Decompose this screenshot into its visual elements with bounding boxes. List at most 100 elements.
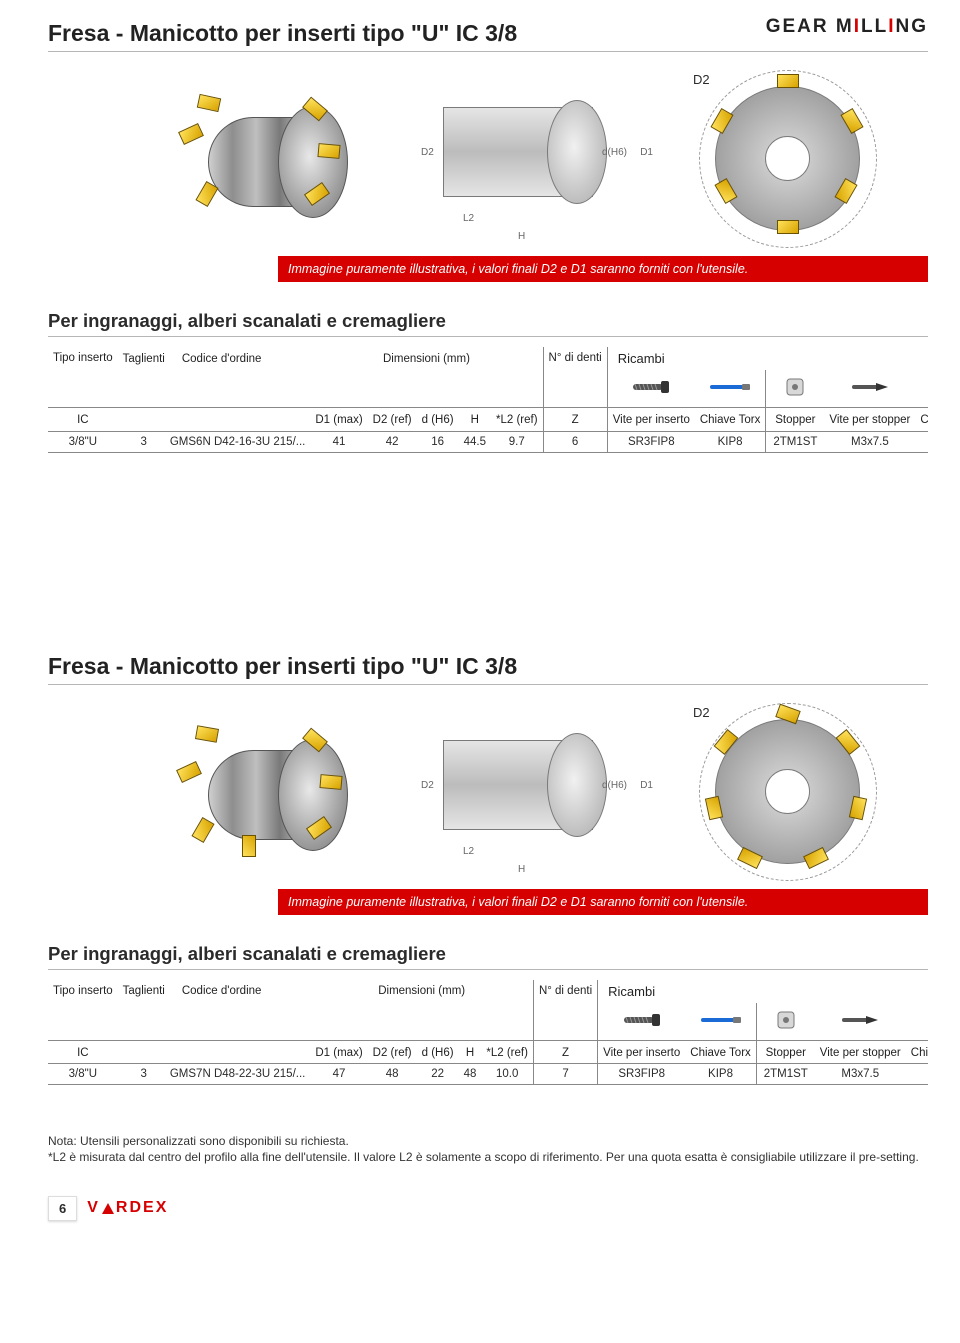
th-codice: Codice d'ordine	[170, 980, 311, 1003]
cell-dh6: 22	[417, 1064, 459, 1085]
th-ndenti: N° di denti	[543, 347, 607, 370]
product-title-1: Fresa - Manicotto per inserti tipo "U" I…	[48, 20, 766, 47]
rule	[48, 969, 928, 970]
section-title: Per ingranaggi, alberi scanalati e crema…	[48, 310, 446, 332]
th-vite-stopper: Vite per stopper	[824, 408, 915, 432]
note-line-2: *L2 è misurata dal centro del profilo al…	[48, 1149, 928, 1165]
thumb-screw-icon	[618, 1007, 666, 1033]
thumb-screw-icon	[627, 374, 675, 400]
th-stopper: Stopper	[756, 1040, 815, 1064]
section-title: Per ingranaggi, alberi scanalati e crema…	[48, 943, 446, 965]
cell-chiave-stop: KIP8	[915, 431, 928, 452]
th-d1: D1 (max)	[310, 1040, 367, 1064]
thumb-torx-icon	[706, 374, 754, 400]
th-vite-inserto: Vite per inserto	[607, 408, 695, 432]
cell-stopper: 2TM1ST	[756, 1064, 815, 1085]
cell-torx: KIP8	[685, 1064, 756, 1085]
cell-l2: 9.7	[491, 431, 543, 452]
cell-stopper: 2TM1ST	[766, 431, 825, 452]
th-tipo-inserto: Tipo inserto	[48, 347, 118, 370]
th-chiave-stopper: Chiave per stopper	[906, 1040, 928, 1064]
cell-h: 48	[459, 1064, 482, 1085]
th-codice: Codice d'ordine	[170, 347, 311, 370]
dim-label-h: H	[518, 231, 525, 242]
th-h: H	[459, 1040, 482, 1064]
th-stopper: Stopper	[766, 408, 825, 432]
th-d1: D1 (max)	[310, 408, 367, 432]
dim-label-d1: D1	[640, 147, 653, 158]
note-line-1: Nota: Utensili personalizzati sono dispo…	[48, 1133, 928, 1149]
th-vite-stopper: Vite per stopper	[815, 1040, 906, 1064]
cell-vite-ins: SR3FIP8	[598, 1064, 686, 1085]
cell-d2: 42	[368, 431, 417, 452]
dim-label-l2: L2	[463, 213, 474, 224]
rule	[48, 336, 928, 337]
cell-vite-stop: M3x7.5	[824, 431, 915, 452]
figure-row-1: D2 d(H6) D1 L2 H D2	[48, 62, 928, 248]
th-dh6: d (H6)	[417, 408, 459, 432]
cell-taglienti: 3	[118, 431, 170, 452]
thumb-stopper-icon	[762, 1007, 810, 1033]
dim-label-h: H	[518, 864, 525, 875]
th-z: Z	[533, 1040, 597, 1064]
footnotes: Nota: Utensili personalizzati sono dispo…	[48, 1133, 928, 1165]
dim-label-dh6: d(H6)	[602, 780, 627, 791]
cell-torx: KIP8	[695, 431, 766, 452]
footer-brand-logo: VRDEX	[87, 1199, 168, 1217]
th-ricambi: Ricambi	[607, 347, 928, 370]
product-title-2: Fresa - Manicotto per inserti tipo "U" I…	[48, 653, 928, 680]
side-schematic: D2 d(H6) D1 L2 H	[403, 72, 663, 242]
cell-chiave-stop: KIP8	[906, 1064, 928, 1085]
cutter-3d-render	[153, 710, 373, 870]
th-ndenti: N° di denti	[533, 980, 597, 1003]
cell-z: 7	[533, 1064, 597, 1085]
th-ricambi: Ricambi	[598, 980, 928, 1003]
brand-header: GEAR MiLLiNG	[766, 16, 928, 38]
cell-dh6: 16	[417, 431, 459, 452]
page-number: 6	[48, 1196, 77, 1221]
front-schematic: D2	[693, 705, 883, 875]
cell-l2: 10.0	[481, 1064, 533, 1085]
cutter-3d-render	[153, 77, 373, 237]
th-d2: D2 (ref)	[368, 1040, 417, 1064]
cell-d1: 41	[310, 431, 367, 452]
figure-caption: Immagine puramente illustrativa, i valor…	[278, 889, 928, 915]
cell-vite-ins: SR3FIP8	[607, 431, 695, 452]
th-vite-inserto: Vite per inserto	[598, 1040, 686, 1064]
cell-d1: 47	[310, 1064, 367, 1085]
th-l2: *L2 (ref)	[481, 1040, 533, 1064]
cell-d2: 48	[368, 1064, 417, 1085]
th-ic: IC	[48, 408, 118, 432]
cell-vite-stop: M3x7.5	[815, 1064, 906, 1085]
cell-ic: 3/8"U	[48, 1064, 118, 1085]
cell-code: GMS7N D48-22-3U 215/...	[170, 1064, 311, 1085]
cell-ic: 3/8"U	[48, 431, 118, 452]
th-dimensioni: Dimensioni (mm)	[310, 347, 543, 370]
th-chiave-stopper: Chiave per stopper	[915, 408, 928, 432]
table-row: 3/8"U 3 GMS6N D42-16-3U 215/... 41 42 16…	[48, 431, 928, 452]
rule	[48, 51, 928, 52]
thumb-countersunk-icon	[846, 374, 894, 400]
cell-z: 6	[543, 431, 607, 452]
th-ic: IC	[48, 1040, 118, 1064]
thumb-countersunk-icon	[836, 1007, 884, 1033]
dim-label-d2-front: D2	[693, 72, 710, 87]
figure-row-2: D2 d(H6) D1 L2 H D2	[48, 695, 928, 881]
dim-label-d2-front: D2	[693, 705, 710, 720]
th-d2: D2 (ref)	[368, 408, 417, 432]
dim-label-l2: L2	[463, 846, 474, 857]
th-dimensioni: Dimensioni (mm)	[310, 980, 533, 1003]
th-chiave-torx: Chiave Torx	[695, 408, 766, 432]
dim-label-d2: D2	[421, 147, 434, 158]
dim-label-d1: D1	[640, 780, 653, 791]
spec-table-2: Tipo inserto Taglienti Codice d'ordine D…	[48, 980, 928, 1086]
front-schematic: D2	[693, 72, 883, 242]
cell-h: 44.5	[459, 431, 491, 452]
dim-label-d2: D2	[421, 780, 434, 791]
th-taglienti: Taglienti	[118, 347, 170, 370]
cell-code: GMS6N D42-16-3U 215/...	[170, 431, 311, 452]
thumb-torx-icon	[697, 1007, 745, 1033]
th-l2: *L2 (ref)	[491, 408, 543, 432]
th-taglienti: Taglienti	[118, 980, 170, 1003]
table-row: 3/8"U 3 GMS7N D48-22-3U 215/... 47 48 22…	[48, 1064, 928, 1085]
